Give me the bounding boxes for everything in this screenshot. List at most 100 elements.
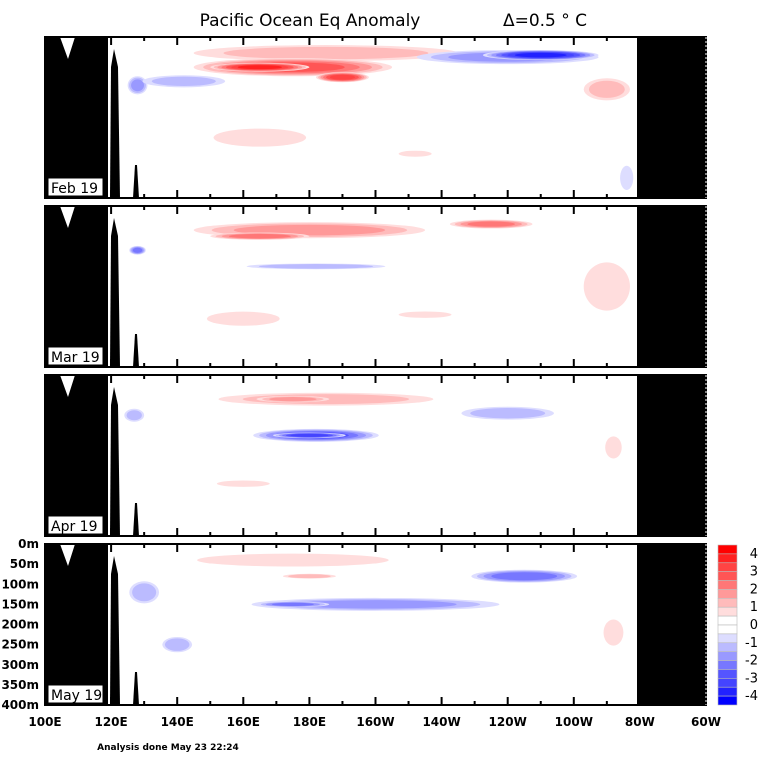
y-tick-label: 350m — [1, 678, 39, 692]
anomaly-contour — [271, 602, 314, 607]
anomaly-contour — [605, 436, 622, 459]
colorbar-swatch — [717, 606, 738, 617]
x-tick-label: 120E — [94, 715, 127, 729]
land-mask-east — [637, 544, 706, 705]
anomaly-contour — [216, 480, 270, 487]
anomaly-contour — [258, 264, 374, 269]
land-mask-west — [45, 375, 108, 536]
colorbar-label: 4 — [750, 547, 758, 562]
anomaly-contour — [197, 553, 389, 567]
x-tick-label: 160E — [227, 715, 260, 729]
colorbar-swatch — [717, 651, 738, 661]
colorbar-label: -3 — [745, 671, 758, 686]
colorbar-swatch — [717, 624, 738, 635]
anomaly-contour — [126, 410, 142, 421]
anomaly-contour — [467, 221, 516, 227]
colorbar-swatch — [717, 598, 738, 608]
anomaly-contour — [398, 311, 452, 318]
colorbar-swatch — [717, 589, 738, 599]
colorbar-swatch — [717, 660, 738, 670]
land-mask-island — [133, 503, 139, 536]
panel-label: Apr 19 — [51, 519, 97, 535]
colorbar-label: 0 — [750, 618, 758, 633]
colorbar: 4 3 2 1 0 -1 -2 -3 -4 — [717, 544, 758, 706]
colorbar-label: -4 — [745, 689, 758, 704]
land-mask-west — [45, 544, 108, 705]
footer-analysis-note: Analysis done May 23 22:24 — [97, 743, 239, 753]
anomaly-contour — [603, 619, 624, 646]
x-tick-label: 120W — [489, 715, 527, 729]
anomaly-contour — [514, 52, 567, 58]
anomaly-contour — [269, 397, 317, 402]
land-mask-west — [45, 206, 108, 367]
panel-label: Mar 19 — [51, 350, 100, 366]
anomaly-contour — [206, 311, 280, 326]
panel-label: May 19 — [51, 688, 102, 704]
x-tick-label: 100E — [28, 715, 61, 729]
colorbar-label: 2 — [750, 582, 758, 597]
x-tick-label: 100W — [555, 715, 593, 729]
colorbar-swatch — [717, 615, 738, 626]
anomaly-contour — [213, 128, 307, 147]
anomaly-contour — [294, 600, 457, 609]
land-mask-island — [133, 334, 139, 367]
y-tick-label: 400m — [1, 698, 39, 712]
land-mask-east — [637, 37, 706, 198]
panel-label-box — [47, 177, 104, 197]
land-mask-east — [637, 375, 706, 536]
colorbar-swatch — [717, 669, 738, 679]
panel-label: Feb 19 — [51, 181, 98, 197]
panel-label-box — [47, 346, 104, 366]
anomaly-contour — [132, 583, 157, 602]
anomaly-contour — [228, 233, 291, 239]
anomaly-contour — [491, 572, 558, 581]
x-tick-label: 160W — [356, 715, 394, 729]
anomaly-contour — [223, 46, 429, 60]
anomaly-contour — [329, 74, 356, 80]
x-tick-label: 140E — [161, 715, 194, 729]
anomaly-contour — [470, 408, 546, 419]
anomaly-contour — [290, 433, 329, 437]
colorbar-label: 3 — [750, 565, 758, 580]
y-tick-label: 0m — [18, 537, 39, 551]
x-tick-label: 60W — [691, 715, 721, 729]
colorbar-swatch — [717, 678, 738, 688]
colorbar-swatch — [717, 633, 738, 644]
land-mask-west — [45, 37, 108, 198]
panel-mar-19 — [45, 206, 706, 367]
panel-background — [45, 37, 706, 198]
anomaly-contour — [398, 150, 432, 157]
colorbar-label: 1 — [750, 600, 758, 615]
x-tick-label: 140W — [422, 715, 460, 729]
x-tick-label: 80W — [625, 715, 655, 729]
y-tick-label: 50m — [10, 557, 39, 571]
x-tick-label: 180E — [293, 715, 326, 729]
chart-title: Pacific Ocean Eq Anomaly — [200, 11, 421, 31]
panel-label-box — [47, 515, 104, 535]
contour-interval-label: Δ=0.5 ° C — [503, 11, 587, 31]
colorbar-swatch — [717, 642, 738, 652]
land-mask-spike — [110, 387, 120, 536]
panel-label-box — [47, 684, 104, 704]
anomaly-contour — [132, 247, 143, 253]
anomaly-contour — [583, 262, 630, 311]
land-mask-east — [637, 206, 706, 367]
panel-apr-19 — [45, 375, 706, 536]
y-tick-label: 250m — [1, 638, 39, 652]
land-mask-spike — [110, 49, 120, 198]
colorbar-swatch — [717, 686, 738, 697]
panel-feb-19 — [45, 37, 706, 198]
colorbar-swatch — [717, 553, 738, 564]
land-mask-spike — [110, 218, 120, 367]
anomaly-contour — [131, 79, 145, 92]
colorbar-swatch — [717, 580, 738, 590]
colorbar-label: -2 — [745, 654, 758, 669]
anomaly-contour — [164, 638, 190, 651]
colorbar-swatch — [717, 571, 738, 581]
y-tick-label: 300m — [1, 658, 39, 672]
panel-may-19 — [45, 544, 706, 705]
colorbar-swatch — [717, 562, 738, 572]
anomaly-contour — [620, 165, 634, 190]
land-mask-island — [133, 672, 139, 705]
